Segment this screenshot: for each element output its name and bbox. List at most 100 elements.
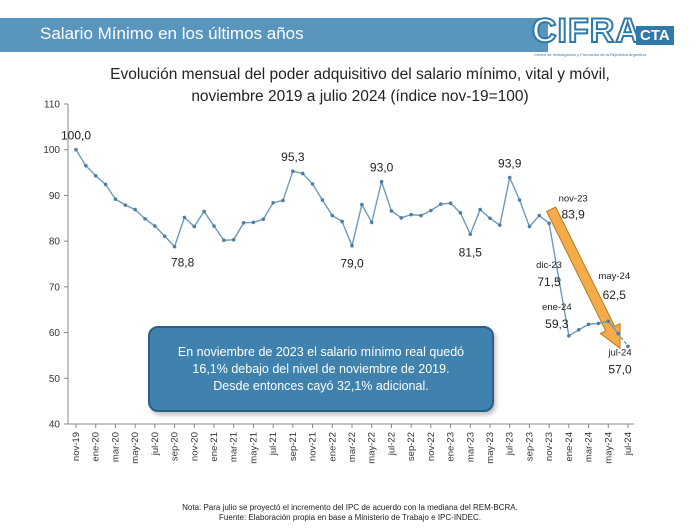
data-point: [350, 243, 354, 248]
x-tick-label: ene-22: [327, 432, 338, 462]
data-point: [468, 232, 473, 237]
data-point: [547, 221, 551, 226]
page-title: Salario Mínimo en los últimos años: [40, 24, 304, 43]
series-polyline: [75, 149, 619, 337]
data-point: [419, 213, 423, 218]
x-tick-label: may-22: [367, 432, 378, 464]
chart-title-block: Evolución mensual del poder adquisitivo …: [60, 64, 660, 108]
data-point: [153, 224, 157, 228]
data-point: [241, 221, 246, 225]
x-tick-label: jul-21: [268, 432, 279, 456]
data-point: [340, 219, 344, 224]
data-label: 83,9: [561, 207, 585, 221]
data-point: [517, 198, 522, 202]
data-point: [251, 220, 256, 225]
data-point: [409, 212, 413, 217]
x-tick-label: jul-22: [386, 432, 397, 456]
x-tick-label: may-20: [130, 432, 141, 464]
callout-line-2: 16,1% debajo del nivel de noviembre de 2…: [192, 361, 450, 376]
x-tick-label: mar-22: [347, 432, 358, 462]
x-tick-label: nov-20: [189, 432, 200, 461]
x-tick-label: nov-22: [426, 432, 437, 461]
data-point: [281, 198, 285, 203]
data-label: 100,0: [61, 129, 91, 143]
cifra-logo: CIFRA CTA Centro de Investigación y Form…: [531, 11, 692, 60]
callout-line-1: En noviembre de 2023 el salario mínimo r…: [177, 344, 465, 359]
data-point: [310, 182, 315, 186]
y-tick-label: 110: [44, 100, 60, 111]
data-point: [182, 215, 187, 220]
data-label: jul-24: [607, 347, 631, 358]
data-point: [261, 217, 266, 221]
data-point: [389, 209, 394, 213]
footnote-source: Fuente: Elaboración propia en base a Min…: [219, 513, 481, 522]
data-point: [93, 173, 98, 178]
data-point: [360, 202, 364, 207]
chart-subtitle: noviembre 2019 a julio 2024 (índice nov-…: [191, 88, 529, 105]
data-point: [192, 224, 197, 229]
data-label: may-24: [598, 271, 630, 282]
y-tick-label: 50: [49, 374, 61, 385]
header-band: [0, 18, 548, 52]
projected-segment: [617, 333, 629, 347]
x-tick-label: ene-21: [209, 432, 220, 462]
data-point: [330, 213, 335, 218]
x-tick-label: ene-20: [91, 432, 102, 462]
x-tick-label: mar-24: [584, 432, 595, 462]
x-tick-label: sep-21: [288, 432, 299, 461]
x-tick-label: sep-20: [170, 432, 181, 461]
x-tick-label: sep-23: [524, 432, 535, 461]
data-point: [527, 224, 532, 229]
data-point: [626, 344, 630, 349]
data-point: [103, 182, 108, 187]
data-label: 93,0: [370, 161, 394, 175]
data-point: [567, 333, 571, 338]
data-point: [488, 216, 492, 221]
trend-arrow-shape: [545, 206, 621, 350]
footnote-note: Nota: Para julio se proyectó el incremen…: [182, 503, 518, 512]
data-label: 79,0: [340, 257, 364, 271]
x-tick-label: jul-24: [623, 432, 634, 456]
data-point: [291, 169, 295, 173]
x-tick-label: mar-21: [229, 432, 240, 462]
x-tick-label: mar-20: [110, 432, 121, 462]
x-tick-label: ene-23: [446, 432, 457, 462]
data-point: [616, 331, 620, 336]
data-point: [429, 208, 433, 213]
data-point: [133, 207, 137, 212]
logo-tagline: Centro de Investigación y Formación de l…: [534, 52, 646, 57]
data-point: [369, 220, 374, 225]
data-point: [231, 237, 236, 242]
x-tick-label: mar-23: [465, 432, 476, 462]
data-label: nov-23: [559, 193, 588, 204]
x-tick-label: jul-20: [150, 432, 161, 456]
x-tick-label: sep-22: [406, 432, 417, 461]
x-tick-label: nov-19: [71, 432, 82, 461]
y-tick-label: 80: [49, 237, 61, 248]
data-point: [202, 209, 206, 214]
callout-line-3: Desde entonces cayó 32,1% adicional.: [213, 378, 429, 393]
data-point: [113, 197, 118, 201]
data-point: [300, 171, 305, 176]
data-label: 81,5: [459, 245, 483, 259]
data-point: [162, 234, 167, 238]
data-point: [379, 179, 384, 184]
data-point: [320, 198, 325, 202]
data-point: [586, 322, 591, 327]
data-point: [606, 319, 611, 323]
data-point: [458, 211, 463, 215]
x-tick-label: ene-24: [564, 432, 575, 462]
data-label: 95,3: [281, 150, 305, 164]
data-label: 78,8: [171, 256, 195, 270]
data-point: [84, 163, 88, 168]
callout-box: En noviembre de 2023 el salario mínimo r…: [148, 326, 494, 412]
data-point: [438, 202, 443, 206]
data-point: [222, 238, 226, 243]
chart-axes: 40 50 60 70 80 90 100 110 nov-19 ene-20 mar-20 may-…: [43, 100, 634, 464]
data-point: [537, 213, 542, 218]
logo-suffix: CTA: [636, 26, 674, 45]
data-label: 62,5: [603, 288, 627, 302]
data-point: [74, 147, 78, 152]
data-point: [498, 223, 502, 227]
